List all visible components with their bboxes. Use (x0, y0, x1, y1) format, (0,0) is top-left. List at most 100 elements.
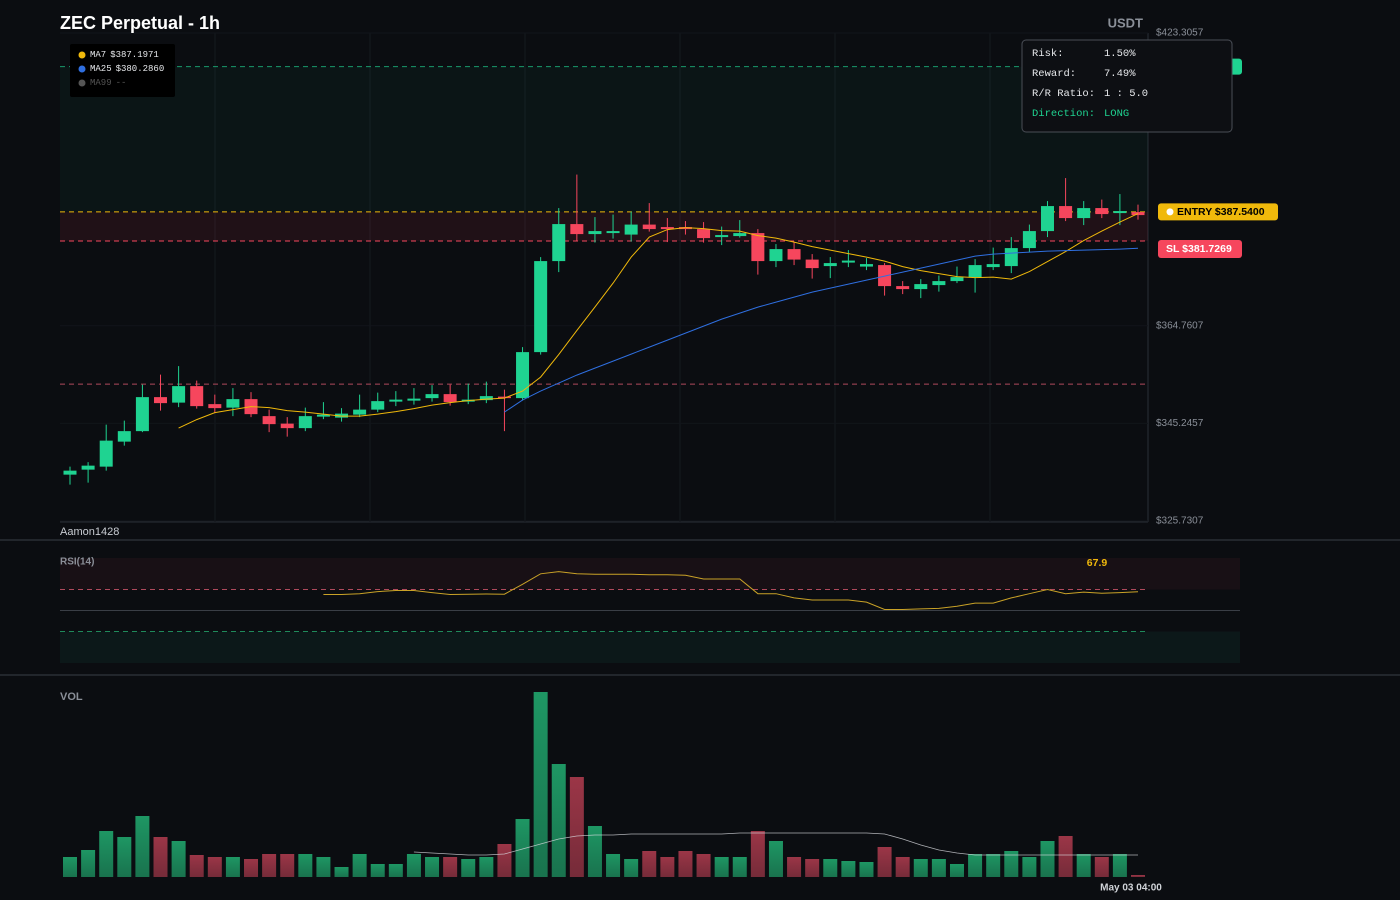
legend-value: $380.2860 (116, 64, 165, 74)
volume-bar (443, 857, 458, 877)
rsi-line (323, 571, 1139, 610)
moving-average-line (178, 213, 1139, 429)
entry-badge-dot (1166, 208, 1174, 216)
candle-body (642, 224, 656, 230)
legend-label: MA7 $387.1971 (90, 50, 159, 60)
candle-body (135, 397, 149, 432)
candle-body (1077, 208, 1091, 219)
volume-bar (171, 841, 186, 877)
volume-bar (624, 859, 639, 877)
legend-label: MA25 $380.2860 (90, 64, 164, 74)
volume-bar (99, 831, 114, 877)
volume-bar (1131, 875, 1145, 877)
volume-bar (207, 857, 222, 877)
y-tick-label: $325.7307 (1156, 516, 1204, 527)
candle-body (751, 233, 765, 262)
candle-body (117, 431, 131, 442)
candle-body (443, 394, 457, 403)
candle-body (208, 404, 222, 409)
candle-body (407, 398, 421, 401)
candle-body (552, 224, 566, 262)
candle-body (570, 224, 584, 235)
x-axis-label: May 03 04:00 (1100, 883, 1162, 894)
candle-body (624, 224, 638, 235)
candle-body (660, 227, 674, 230)
volume-bar (968, 854, 983, 877)
info-value: LONG (1104, 108, 1129, 120)
volume-bar (551, 764, 566, 877)
candle-body (516, 352, 530, 399)
rsi-value-label: 67.9 (1087, 557, 1108, 569)
candle-body (1059, 206, 1073, 219)
entry-badge-label: ENTRY $387.5400 (1177, 206, 1265, 218)
info-label: Risk: (1032, 48, 1064, 60)
volume-bar (696, 854, 711, 877)
candle-body (99, 440, 113, 467)
volume-bar (678, 851, 693, 877)
volume-bar (913, 859, 928, 877)
volume-bar (533, 692, 548, 877)
volume-bar (352, 854, 367, 877)
candle-body (914, 284, 928, 290)
volume-bar (153, 837, 168, 877)
volume-bar (1040, 841, 1055, 877)
candle-body (280, 423, 294, 429)
candle-body (154, 397, 168, 404)
volume-bar (714, 857, 729, 877)
candle-body (968, 265, 982, 278)
candle-body (262, 416, 276, 425)
volume-bar (425, 857, 440, 877)
volume-bar (262, 854, 277, 877)
candle-body (787, 249, 801, 260)
info-value: 1 : 5.0 (1104, 88, 1148, 100)
candle-body (950, 277, 964, 282)
volume-bar (1112, 854, 1127, 877)
info-value: 1.50% (1104, 48, 1136, 60)
pane-backgrounds (0, 32, 1400, 676)
candle-body (588, 231, 602, 235)
candle-body (479, 396, 493, 401)
candle-body (1095, 208, 1109, 215)
stop-loss-badge-label: SL $381.7269 (1166, 243, 1232, 255)
volume-bar (189, 855, 204, 877)
candle-body (986, 264, 1000, 268)
candle-body (353, 409, 367, 415)
candle-body (841, 260, 855, 263)
quote-currency: USDT (1108, 15, 1143, 30)
legend-label: MA99 -- (90, 78, 126, 88)
y-tick-label: $423.3057 (1156, 28, 1204, 39)
moving-average-line (504, 247, 1139, 413)
candle-body (1022, 231, 1036, 249)
volume-bar (497, 844, 512, 877)
legend-dot (78, 51, 86, 59)
volume-bar (117, 837, 132, 877)
volume-bar (660, 857, 675, 877)
volume-bar (750, 831, 765, 877)
candle-body (226, 399, 240, 408)
volume-bar (787, 857, 802, 877)
legend-name: MA99 (90, 78, 112, 88)
rsi-overbought-zone (60, 558, 1240, 590)
candle-body (878, 265, 892, 287)
candle-body (697, 229, 711, 239)
info-value: 7.49% (1104, 68, 1136, 80)
volume-bar (859, 862, 874, 877)
volume-bar (1004, 851, 1019, 877)
volume-bar (461, 859, 476, 877)
volume-bar (768, 841, 783, 877)
volume-bar (135, 816, 150, 877)
candle-body (190, 386, 204, 407)
info-label: Reward: (1032, 68, 1076, 80)
volume-bar (225, 857, 240, 877)
y-tick-label: $364.7607 (1156, 320, 1204, 331)
price-pane (60, 66, 1232, 877)
candle-body (859, 264, 873, 267)
risk-info-box (1021, 39, 1233, 133)
info-label: R/R Ratio: (1032, 88, 1095, 100)
overlays: $423.3057 $364.7607 $345.2457 $325.7307 MA7 $… (70, 28, 1278, 569)
volume-bar (370, 864, 385, 877)
candle-body (606, 231, 620, 234)
candle-body (497, 396, 511, 399)
candle-body (1004, 248, 1018, 267)
